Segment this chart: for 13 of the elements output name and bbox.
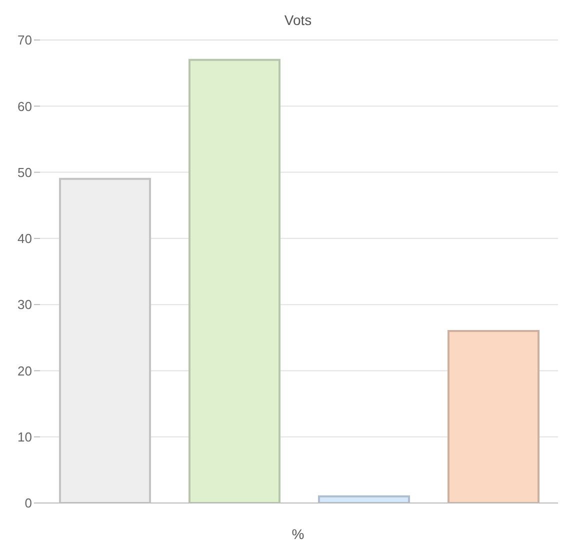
chart-title: Vots: [283, 12, 313, 28]
y-tick-label: 30: [18, 297, 32, 312]
bar: [318, 495, 410, 503]
y-tick-label: 10: [18, 429, 32, 444]
y-tick-label: 50: [18, 164, 32, 180]
y-tick-label: 0: [24, 496, 32, 511]
y-tick-label: 60: [18, 98, 32, 114]
y-tick-label: 70: [18, 32, 32, 48]
bar: [448, 330, 540, 503]
x-axis-title: %: [290, 526, 306, 542]
bar: [188, 58, 280, 503]
y-tick-label: 40: [18, 231, 32, 246]
y-tick-label: 20: [18, 363, 32, 378]
